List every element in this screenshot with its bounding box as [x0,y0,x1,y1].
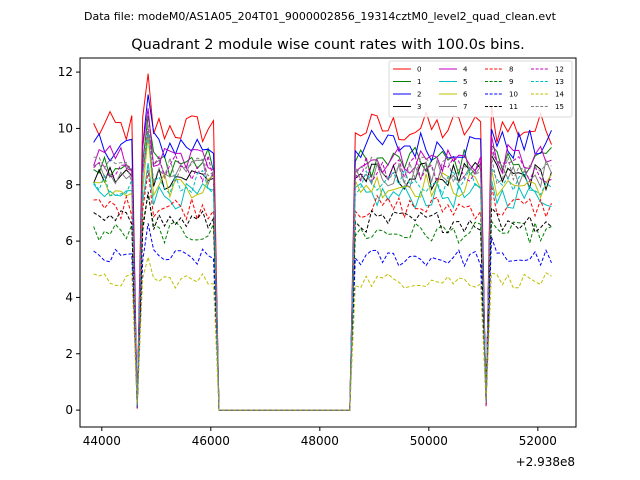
legend-label-13: 13 [555,78,564,86]
series-line-8 [93,170,552,411]
x-tick-label: 52000 [519,434,557,448]
y-tick-label: 8 [65,178,73,192]
x-tick-label: 48000 [301,434,339,448]
series-line-4 [93,108,552,411]
legend-label-8: 8 [509,66,513,74]
chart-subtitle: Data file: modeM0/AS1A05_204T01_90000028… [84,10,557,23]
x-tick-label: 44000 [83,434,121,448]
legend-label-0: 0 [417,66,421,74]
legend-label-14: 14 [555,91,564,99]
series-line-13 [93,133,552,411]
y-tick-label: 6 [65,234,73,248]
y-tick-label: 2 [65,347,73,361]
chart-title: Quadrant 2 module wise count rates with … [131,37,525,53]
legend-label-6: 6 [463,91,468,99]
legend-label-1: 1 [417,78,421,86]
y-tick-label: 0 [65,403,73,417]
series-line-11 [93,191,552,411]
x-offset-label: +2.938e8 [516,455,575,469]
legend-label-15: 15 [555,103,564,111]
y-tick-label: 10 [58,121,73,135]
legend-label-9: 9 [509,78,513,86]
legend-label-3: 3 [417,103,421,111]
x-tick-label: 50000 [410,434,448,448]
legend-label-7: 7 [463,103,467,111]
y-tick-label: 12 [58,65,73,79]
legend-label-10: 10 [509,91,518,99]
y-tick-label: 4 [65,290,73,304]
plot-lines [93,73,552,411]
legend-box [388,60,573,118]
series-line-12 [93,126,552,411]
legend-label-4: 4 [463,66,468,74]
series-line-2 [93,94,552,411]
legend-label-2: 2 [417,91,421,99]
series-line-6 [93,136,552,411]
series-line-14 [93,255,552,411]
series-line-9 [93,194,552,411]
x-tick-label: 46000 [192,434,230,448]
plot-frame [79,57,577,428]
legend-label-5: 5 [463,78,467,86]
legend-label-12: 12 [555,66,564,74]
series-line-10 [93,223,552,411]
legend-label-11: 11 [509,103,518,111]
series-line-0 [93,73,552,411]
